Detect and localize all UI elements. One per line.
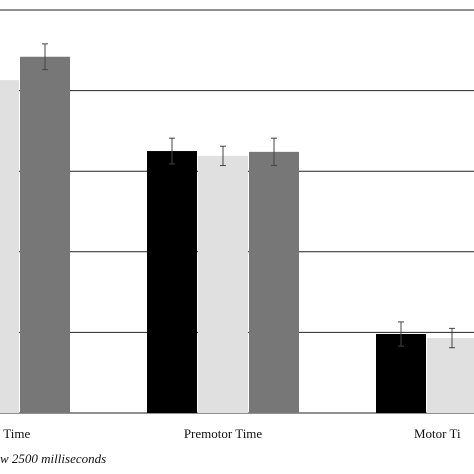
error-bar [220, 145, 226, 167]
error-bar [42, 43, 48, 71]
bar [147, 151, 197, 414]
error-bar [449, 327, 455, 349]
bar [20, 56, 70, 414]
bar [198, 155, 248, 414]
error-bar [169, 137, 175, 165]
bar [0, 80, 19, 413]
bar [249, 151, 299, 413]
bar [376, 334, 426, 413]
footnote: w 2500 milliseconds [0, 451, 106, 466]
error-bar [398, 321, 404, 347]
x-tick-label: Motor Ti [414, 426, 461, 441]
x-tick-label: n Time [0, 426, 30, 441]
x-tick-label: Premotor Time [184, 426, 263, 441]
bar [427, 338, 474, 413]
error-bar [271, 137, 277, 167]
